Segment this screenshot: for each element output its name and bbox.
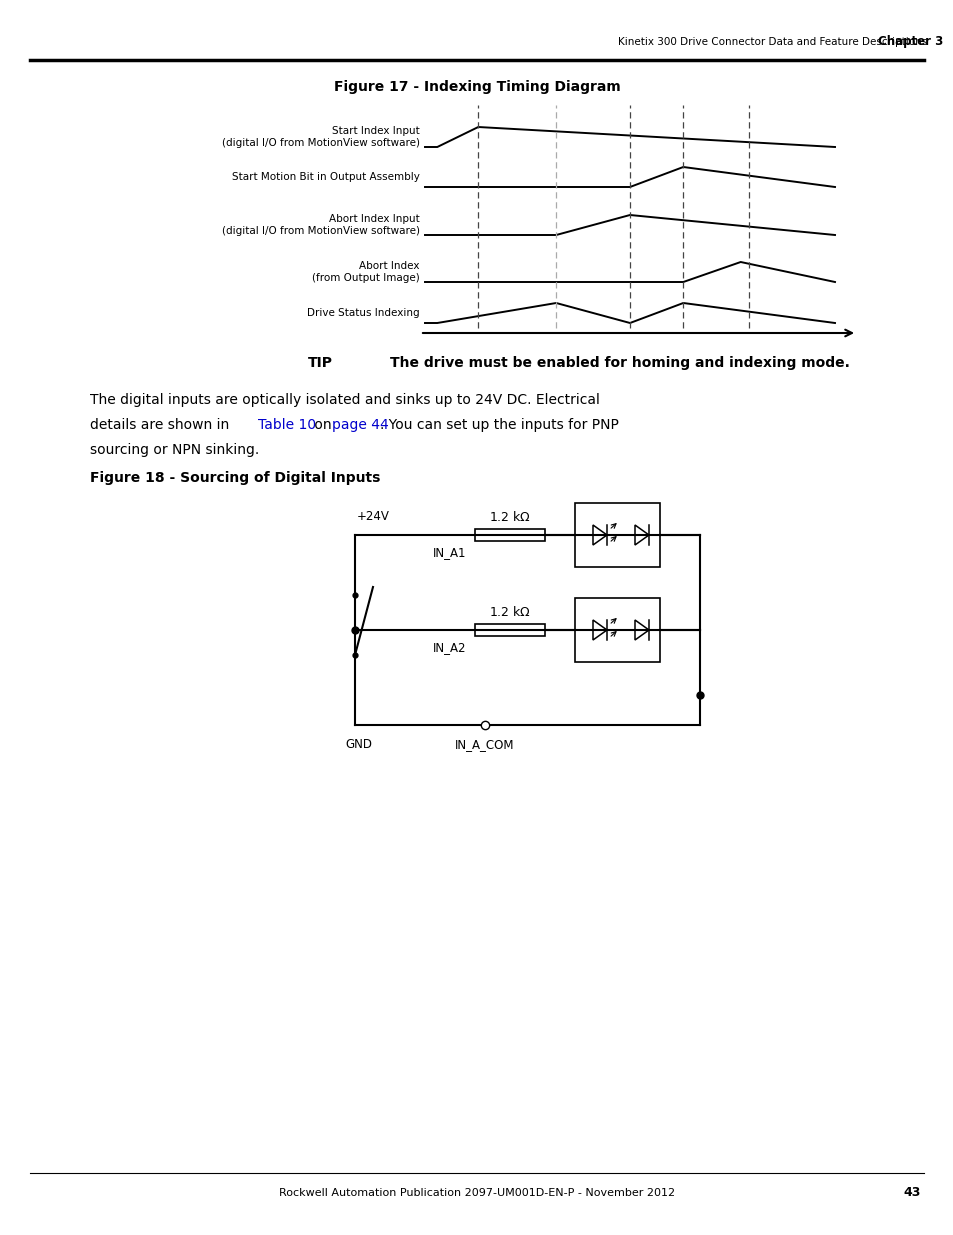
Text: 1.2 k$\Omega$: 1.2 k$\Omega$ bbox=[489, 510, 530, 524]
Text: page 44: page 44 bbox=[332, 417, 388, 432]
Text: 1.2 k$\Omega$: 1.2 k$\Omega$ bbox=[489, 605, 530, 619]
Text: Abort Index
(from Output Image): Abort Index (from Output Image) bbox=[312, 261, 419, 283]
Text: IN_A_COM: IN_A_COM bbox=[455, 739, 515, 752]
Text: . You can set up the inputs for PNP: . You can set up the inputs for PNP bbox=[379, 417, 618, 432]
Text: TIP: TIP bbox=[308, 356, 333, 370]
Text: IN_A1: IN_A1 bbox=[433, 547, 466, 559]
Text: 43: 43 bbox=[902, 1187, 920, 1199]
Text: Abort Index Input
(digital I/O from MotionView software): Abort Index Input (digital I/O from Moti… bbox=[222, 214, 419, 236]
Text: Start Motion Bit in Output Assembly: Start Motion Bit in Output Assembly bbox=[232, 172, 419, 182]
Bar bbox=[475, 624, 544, 636]
Bar bbox=[475, 529, 544, 541]
Text: Kinetix 300 Drive Connector Data and Feature Descriptions: Kinetix 300 Drive Connector Data and Fea… bbox=[618, 37, 926, 47]
Text: The digital inputs are optically isolated and sinks up to 24V DC. Electrical: The digital inputs are optically isolate… bbox=[90, 393, 599, 408]
Text: sourcing or NPN sinking.: sourcing or NPN sinking. bbox=[90, 443, 259, 457]
Bar bbox=[575, 503, 659, 567]
Text: Figure 17 - Indexing Timing Diagram: Figure 17 - Indexing Timing Diagram bbox=[334, 80, 619, 94]
Text: IN_A2: IN_A2 bbox=[433, 641, 466, 655]
Text: Rockwell Automation Publication 2097-UM001D-EN-P - November 2012: Rockwell Automation Publication 2097-UM0… bbox=[278, 1188, 675, 1198]
Text: details are shown in: details are shown in bbox=[90, 417, 229, 432]
Bar bbox=[575, 598, 659, 662]
Text: Figure 18 - Sourcing of Digital Inputs: Figure 18 - Sourcing of Digital Inputs bbox=[90, 471, 380, 485]
Text: Table 10: Table 10 bbox=[257, 417, 315, 432]
Text: +24V: +24V bbox=[356, 510, 390, 524]
Text: GND: GND bbox=[345, 739, 372, 752]
Text: The drive must be enabled for homing and indexing mode.: The drive must be enabled for homing and… bbox=[390, 356, 849, 370]
Text: Start Index Input
(digital I/O from MotionView software): Start Index Input (digital I/O from Moti… bbox=[222, 126, 419, 148]
Text: Chapter 3: Chapter 3 bbox=[877, 36, 943, 48]
Text: on: on bbox=[310, 417, 335, 432]
Text: Drive Status Indexing: Drive Status Indexing bbox=[307, 308, 419, 317]
